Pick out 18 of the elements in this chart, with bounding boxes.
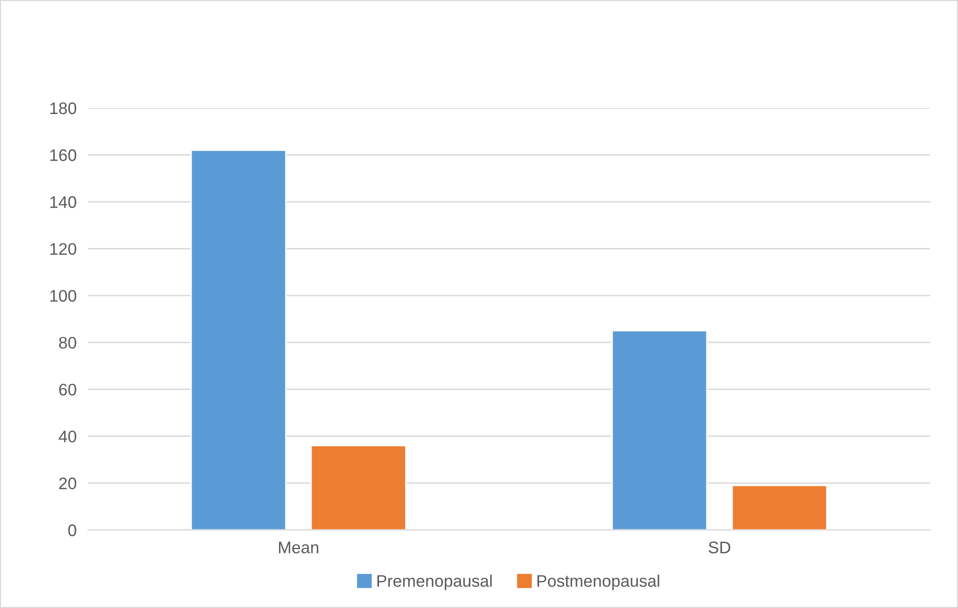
y-tick-label: 40 xyxy=(58,430,76,442)
y-tick-label: 100 xyxy=(50,290,76,302)
bar xyxy=(611,330,708,530)
bar xyxy=(731,484,828,530)
x-tick-label: Mean xyxy=(279,542,318,554)
y-tick-label: 80 xyxy=(59,336,76,349)
bar xyxy=(190,150,287,530)
y-tick-label: 60 xyxy=(59,384,76,396)
x-tick-label: SD xyxy=(708,542,730,554)
bar xyxy=(310,444,407,530)
legend-label: Postmenopausal xyxy=(537,574,660,590)
y-tick-label: 160 xyxy=(50,149,76,162)
y-tick-label: 20 xyxy=(59,478,76,490)
legend-label: Premenopausal xyxy=(377,574,492,590)
y-tick-label: 140 xyxy=(50,196,76,208)
y-tick-label: 120 xyxy=(50,243,76,255)
y-tick-label: 0 xyxy=(68,524,76,536)
y-tick-label: 180 xyxy=(50,102,76,114)
